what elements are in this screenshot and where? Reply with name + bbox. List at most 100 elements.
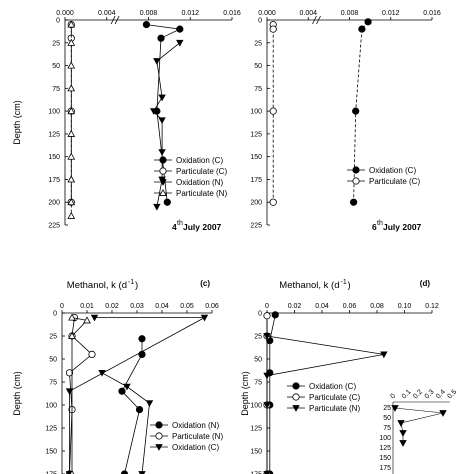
panel-a-series-3-marker bbox=[67, 198, 76, 206]
panel-a-y-tick-label: 175 bbox=[48, 177, 60, 184]
panel-c-y-tick-label: 100 bbox=[45, 403, 57, 410]
panel-a-legend-1-marker bbox=[159, 167, 167, 175]
panel-d-inset-y-tick: 125 bbox=[379, 445, 391, 452]
panel-d-y-tick-label: 0 bbox=[258, 311, 262, 318]
panel-c-legend-1-marker bbox=[155, 432, 163, 440]
panel-b-date-superscript: th bbox=[377, 220, 383, 227]
panel-c-label: (c) bbox=[200, 279, 210, 288]
panel-a-series-2-marker bbox=[158, 149, 166, 156]
panel-a-x-tick-label: 0.008 bbox=[140, 10, 158, 17]
panel-d-legend-label: Particulate (N) bbox=[309, 404, 360, 413]
panel-a-series-0-line bbox=[146, 24, 182, 203]
panel-a-legend-2-marker bbox=[159, 179, 167, 186]
panel-b-legend-label: Oxidation (C) bbox=[369, 166, 416, 175]
panel-a-date-superscript: th bbox=[177, 220, 183, 227]
panel-c-y-tick-label: 125 bbox=[45, 426, 57, 433]
panel-d-y-tick-label: 175 bbox=[250, 472, 262, 474]
panel-c-series-0-marker bbox=[138, 350, 146, 358]
panel-c-legend-label: Oxidation (N) bbox=[172, 421, 219, 430]
panel-d-inset-marker bbox=[399, 440, 407, 447]
panel-d-inset-x-tick: 0 bbox=[389, 393, 397, 401]
panel-d-legend-0-marker bbox=[292, 382, 300, 390]
panel-d-inset-x-tick: 0.5 bbox=[446, 389, 458, 401]
panel-d-inset-y-tick: 150 bbox=[379, 455, 391, 462]
panel-b-y-tick-label: 150 bbox=[250, 154, 262, 161]
panel-a-axis-break bbox=[114, 15, 120, 25]
panel-d-series-2-marker bbox=[263, 471, 271, 474]
panel-c-y-tick-label: 50 bbox=[49, 357, 57, 364]
panel-a-series-3-marker bbox=[67, 211, 76, 219]
panel-a-x-tick-label: 0.004 bbox=[98, 10, 116, 17]
panel-d-inset-marker bbox=[391, 405, 399, 412]
panel-c-series-4-line bbox=[101, 372, 150, 474]
panel-c-series-0-marker bbox=[135, 405, 144, 414]
panel-d-x-tick-label: 0.04 bbox=[315, 303, 329, 310]
panel-d-inset-y-tick: 50 bbox=[383, 415, 391, 422]
panel-b-y-tick-label: 125 bbox=[250, 131, 262, 138]
panel-c-series-3-marker bbox=[68, 331, 76, 339]
panel-d-series-2-marker bbox=[263, 333, 271, 340]
panel-d-y-tick-label: 150 bbox=[250, 449, 262, 456]
panel-a-series-2-marker bbox=[176, 39, 184, 47]
panel-b-x-tick-label: 0.016 bbox=[423, 10, 441, 17]
panel-b-axis-break bbox=[312, 15, 317, 25]
panel-a-series-3-marker bbox=[67, 152, 76, 160]
panel-c-x-tick-label: 0 bbox=[60, 303, 64, 310]
panel-c-series-2-marker bbox=[90, 314, 99, 322]
panel-a-series-0-marker bbox=[163, 198, 171, 206]
panel-d-inset-x-tick: 0.2 bbox=[412, 389, 424, 401]
panel-d-x-tick-label: 0.12 bbox=[425, 303, 439, 310]
panel-a-y-tick-label: 50 bbox=[52, 63, 60, 70]
panel-c-series-3-marker bbox=[83, 316, 91, 324]
panel-a-series-0-marker bbox=[142, 20, 151, 29]
panel-a-y-tick-label: 200 bbox=[48, 200, 60, 207]
panel-d-legend-1-marker bbox=[292, 393, 300, 401]
panel-c-x-tick-label: 0.01 bbox=[80, 303, 94, 310]
panel-d-inset-y-tick: 100 bbox=[379, 435, 391, 442]
panel-c-x-tick-label: 0.04 bbox=[155, 303, 169, 310]
panel-c-legend-0-marker bbox=[155, 421, 163, 429]
panel-b-series-0-line bbox=[353, 21, 369, 203]
panel-a-y-tick-label: 100 bbox=[48, 109, 60, 116]
panel-d-legend-label: Particulate (C) bbox=[309, 393, 360, 402]
panel-b-x-tick-label: 0.008 bbox=[341, 10, 359, 17]
panel-a-y-tick-label: 225 bbox=[48, 223, 60, 230]
panel-a-legend-label: Oxidation (N) bbox=[176, 178, 223, 187]
panel-a-date-text: July 2007 bbox=[183, 222, 222, 232]
panel-c-x-tick-label: 0.03 bbox=[130, 303, 144, 310]
panel-b-series-0-marker bbox=[358, 25, 366, 33]
panel-b-series-0-marker bbox=[352, 107, 360, 115]
panel-a-series-2-marker bbox=[153, 203, 161, 211]
panel-b-legend-1-marker bbox=[352, 177, 360, 185]
panel-a-legend-3-marker bbox=[159, 188, 167, 196]
panel-c-series-1-marker bbox=[65, 369, 74, 377]
panel-a-series-3-marker bbox=[67, 129, 76, 137]
panel-c-series-1-marker bbox=[88, 350, 96, 358]
panel-c-series-3-marker bbox=[68, 313, 76, 321]
panel-c-y-tick-label: 25 bbox=[49, 334, 57, 341]
panel-a-y-tick-label: 0 bbox=[56, 18, 60, 25]
panel-c-series-1-line bbox=[69, 317, 93, 474]
panel-d-series-2-marker bbox=[263, 372, 271, 380]
panel-d-series-2-marker bbox=[263, 402, 271, 409]
panel-d-inset-marker bbox=[399, 430, 407, 437]
panel-d-y-tick-label: 125 bbox=[250, 426, 262, 433]
panel-a-y-tick-label: 125 bbox=[48, 131, 60, 138]
panel-d-inset-y-tick: 25 bbox=[383, 405, 391, 412]
panel-a-series-2-marker bbox=[158, 117, 166, 125]
panel-b-series-1-marker bbox=[269, 107, 277, 115]
panel-d-inset-x-tick: 0.3 bbox=[424, 389, 436, 401]
panel-b-series-1-marker bbox=[269, 25, 277, 33]
panel-a-y-axis-label: Depth (cm) bbox=[12, 100, 22, 145]
panel-d-x-tick-label: 0 bbox=[265, 303, 269, 310]
panel-c-series-0-marker bbox=[118, 387, 126, 395]
panel-a-series-2-marker bbox=[153, 58, 161, 65]
panel-b-legend-label: Particulate (C) bbox=[369, 177, 420, 186]
panel-b-y-tick-label: 225 bbox=[250, 223, 262, 230]
panel-a-series-2-marker bbox=[150, 108, 158, 115]
panel-b-axis-break bbox=[316, 15, 321, 25]
panel-c-legend-label: Oxidation (C) bbox=[172, 443, 219, 452]
panel-a-y-tick-label: 75 bbox=[52, 86, 60, 93]
panel-d-title-end: ) bbox=[348, 280, 351, 291]
